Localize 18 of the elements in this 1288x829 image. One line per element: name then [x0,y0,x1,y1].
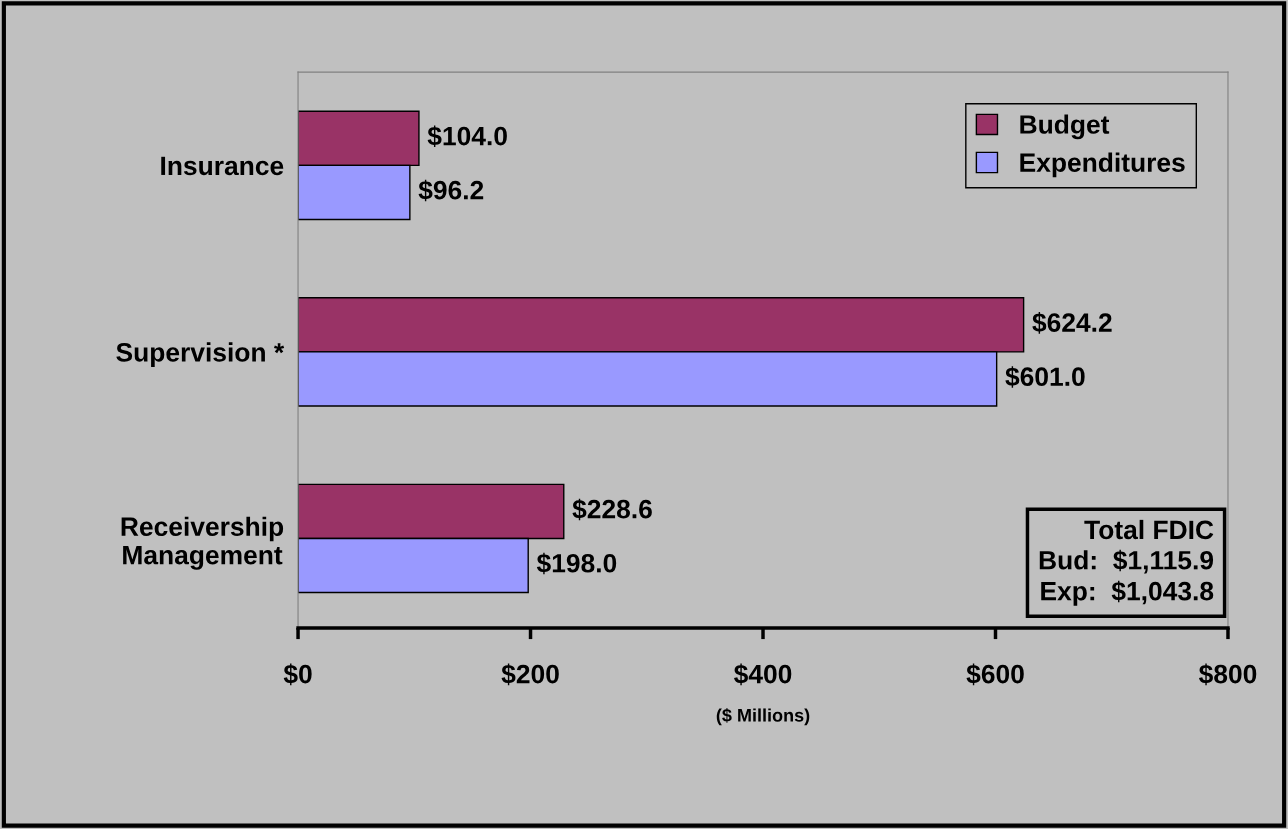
data-label: $601.0 [1005,366,1085,388]
data-label: $624.2 [1032,312,1112,334]
y-tick-label: Insurance [161,156,284,176]
x-tick-label: $200 [501,663,559,686]
legend-label: Expenditures [1020,152,1185,178]
legend-label: Budget [1020,114,1110,140]
data-label: $198.0 [536,552,617,575]
data-label: $104.0 [427,125,507,148]
data-label: $228.6 [572,498,652,521]
data-label: $96.2 [418,179,484,202]
y-tick-label: Receivership Management [121,516,284,570]
x-tick-label: $800 [1198,663,1257,686]
x-tick-label: $600 [966,663,1024,686]
x-tick-label: $400 [734,663,792,686]
annotation: Total FDIC Bud: $1,115.9 Exp: $1,043.8 [1039,519,1214,606]
x-axis-title: ($ Millions) [716,708,810,726]
x-tick-label: $0 [283,663,312,686]
y-tick-label: Supervision * [116,342,285,367]
